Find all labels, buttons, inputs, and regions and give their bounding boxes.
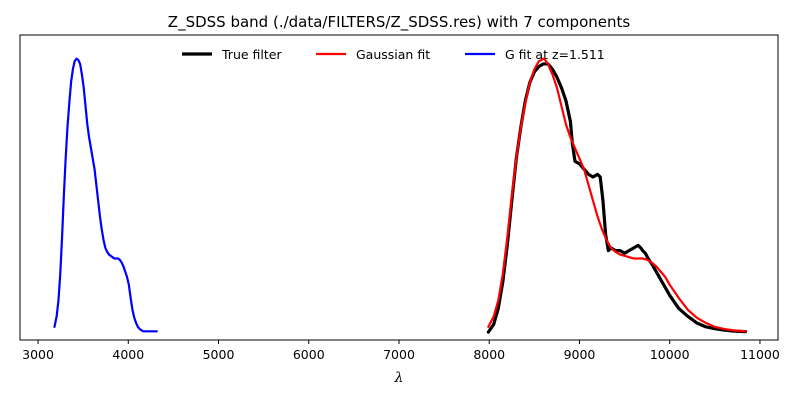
series-line-g-fit-at-z-1-511	[53, 57, 158, 333]
x-tick-label: 4000	[112, 347, 144, 362]
legend-label-gaussian-fit: Gaussian fit	[356, 47, 430, 62]
x-tick-label: 10000	[650, 347, 690, 362]
x-tick-label: 7000	[383, 347, 415, 362]
x-tick-label: 5000	[203, 347, 235, 362]
legend: True filter Gaussian fit G fit at z=1.511	[182, 47, 605, 62]
x-tick-label: 6000	[293, 347, 325, 362]
x-tick-label: 8000	[473, 347, 505, 362]
legend-label-true-filter: True filter	[221, 47, 282, 62]
x-tick-label: 11000	[740, 347, 780, 362]
legend-label-g-fit-at-z-1-511: G fit at z=1.511	[505, 47, 605, 62]
chart-title: Z_SDSS band (./data/FILTERS/Z_SDSS.res) …	[168, 13, 631, 32]
x-axis-label: λ	[394, 370, 404, 386]
series-line-gaussian-fit	[487, 57, 747, 333]
x-tick-label: 9000	[564, 347, 596, 362]
x-axis: 3000 4000 5000 6000 7000 8000 9000 10000 11000	[22, 340, 780, 362]
plot-area	[53, 57, 748, 334]
x-tick-label: 3000	[22, 347, 54, 362]
